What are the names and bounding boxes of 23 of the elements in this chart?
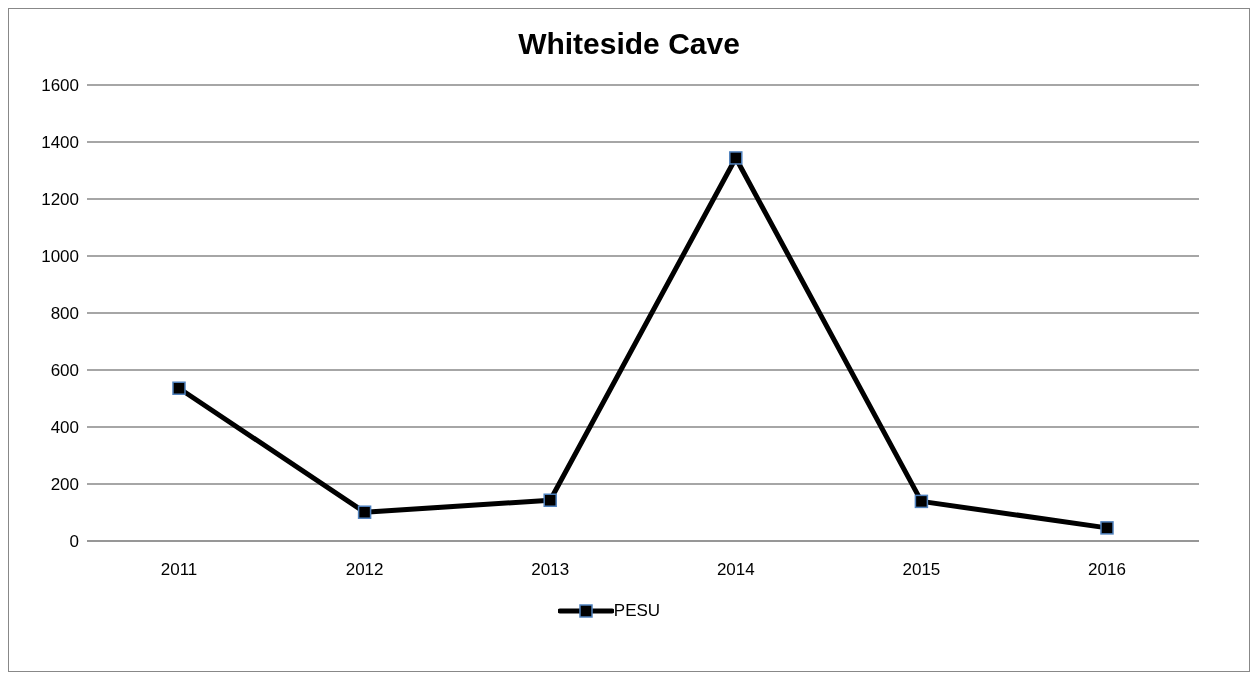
y-tick-label: 1400 — [41, 133, 79, 153]
x-tick-label: 2013 — [531, 560, 570, 580]
y-tick-label: 0 — [69, 532, 79, 552]
point — [357, 505, 372, 519]
x-tick-label: 2016 — [1088, 560, 1126, 580]
y-tick-label: 1200 — [41, 190, 79, 210]
x-tick-label: 2014 — [716, 560, 755, 580]
y-tick-label: 1000 — [41, 247, 79, 267]
point — [729, 151, 743, 165]
x-tick-label: 2011 — [160, 560, 198, 580]
y-tick-label: 1600 — [41, 76, 79, 96]
point — [1100, 521, 1114, 535]
point — [543, 493, 557, 507]
y-tick-label: 600 — [50, 361, 79, 381]
point — [914, 494, 929, 509]
y-tick-label: 400 — [50, 418, 79, 438]
legend-label: PESU — [613, 601, 661, 621]
x-tick-label: 2012 — [345, 560, 384, 580]
y-tick-label: 800 — [50, 304, 79, 324]
chart-title: Whiteside Cave — [517, 27, 741, 62]
point — [172, 381, 186, 395]
x-tick-label: 2015 — [902, 560, 941, 580]
y-tick-label: 200 — [50, 475, 79, 495]
